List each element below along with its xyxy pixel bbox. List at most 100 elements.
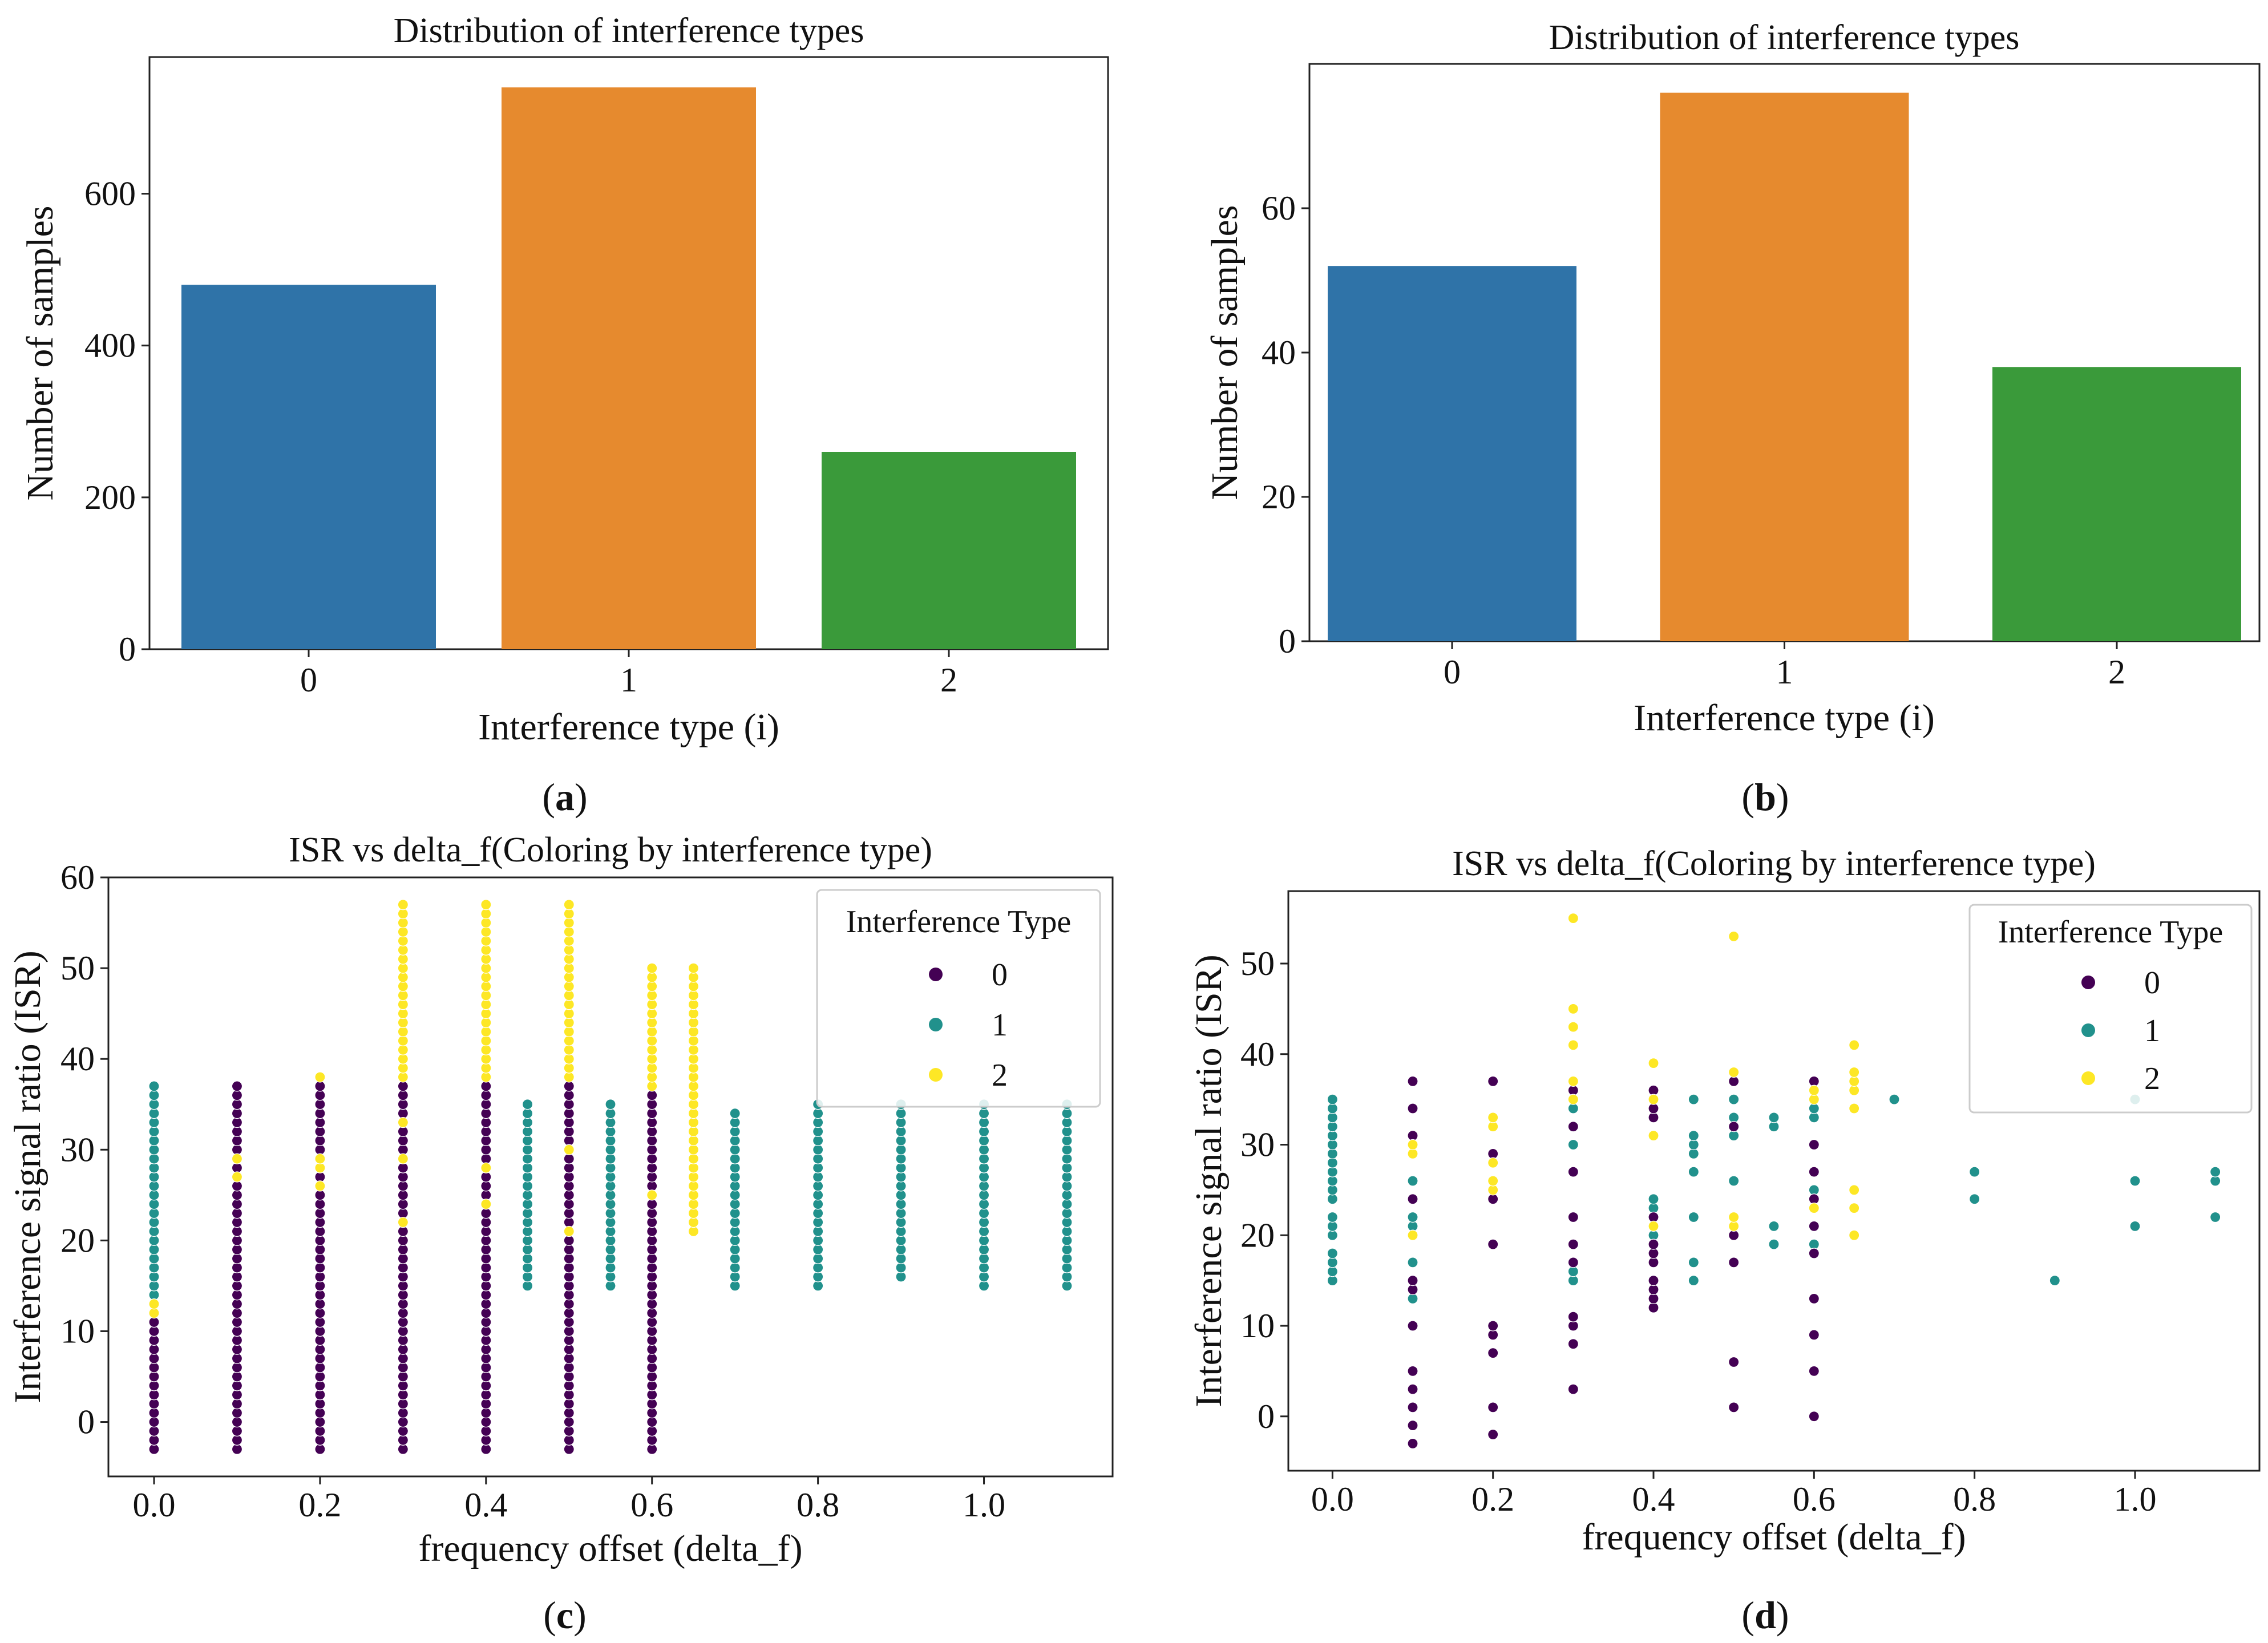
scatter-point-type-2 bbox=[1567, 913, 1579, 924]
scatter-point-type-1 bbox=[148, 1180, 160, 1192]
scatter-point-type-2 bbox=[563, 1062, 575, 1074]
scatter-point-type-0 bbox=[231, 1116, 243, 1128]
scatter-point-type-2 bbox=[397, 1116, 409, 1128]
scatter-point-type-1 bbox=[521, 1099, 533, 1110]
scatter-point-type-0 bbox=[397, 1380, 409, 1391]
scatter-point-type-1 bbox=[1061, 1108, 1073, 1119]
scatter-point-type-0 bbox=[480, 1180, 492, 1192]
y-tick-label: 400 bbox=[84, 327, 136, 365]
scatter-point-type-2 bbox=[1648, 1058, 1659, 1069]
scatter-point-type-0 bbox=[1407, 1438, 1418, 1449]
scatter-point-type-0 bbox=[563, 1235, 575, 1246]
scatter-point-type-1 bbox=[1061, 1126, 1073, 1138]
scatter-point-type-1 bbox=[605, 1153, 616, 1164]
scatter-point-type-0 bbox=[314, 1289, 326, 1301]
scatter-point-type-0 bbox=[1728, 1257, 1740, 1268]
scatter-point-type-1 bbox=[2129, 1220, 2141, 1232]
scatter-point-type-1 bbox=[148, 1262, 160, 1273]
scatter-point-type-2 bbox=[563, 990, 575, 1001]
scatter-point-type-0 bbox=[646, 1225, 658, 1237]
y-tick-label: 0 bbox=[1258, 1398, 1275, 1435]
scatter-point-type-2 bbox=[688, 1225, 700, 1237]
scatter-point-type-1 bbox=[978, 1225, 990, 1237]
scatter-point-type-2 bbox=[148, 1308, 160, 1319]
scatter-point-type-1 bbox=[605, 1180, 616, 1192]
scatter-point-type-1 bbox=[521, 1189, 533, 1201]
scatter-point-type-0 bbox=[314, 1225, 326, 1237]
scatter-point-type-0 bbox=[314, 1262, 326, 1273]
scatter-point-type-2 bbox=[688, 1026, 700, 1038]
scatter-point-type-0 bbox=[480, 1280, 492, 1292]
scatter-point-type-1 bbox=[812, 1162, 824, 1173]
scatter-point-type-0 bbox=[563, 1280, 575, 1292]
scatter-point-type-1 bbox=[148, 1244, 160, 1255]
scatter-point-type-0 bbox=[397, 1371, 409, 1382]
scatter-point-type-0 bbox=[397, 1162, 409, 1173]
scatter-point-type-1 bbox=[1688, 1275, 1699, 1286]
scatter-point-type-1 bbox=[605, 1135, 616, 1146]
scatter-point-type-0 bbox=[314, 1416, 326, 1428]
scatter-point-type-0 bbox=[314, 1208, 326, 1219]
scatter-point-type-0 bbox=[563, 1244, 575, 1255]
scatter-point-type-0 bbox=[646, 1262, 658, 1273]
scatter-point-type-2 bbox=[314, 1162, 326, 1173]
scatter-point-type-0 bbox=[397, 1262, 409, 1273]
scatter-point-type-2 bbox=[688, 1162, 700, 1173]
scatter-point-type-2 bbox=[688, 1216, 700, 1228]
scatter-point-type-0 bbox=[397, 1171, 409, 1183]
scatter-point-type-1 bbox=[895, 1199, 907, 1210]
scatter-point-type-0 bbox=[646, 1289, 658, 1301]
scatter-point-type-2 bbox=[1567, 1094, 1579, 1105]
scatter-point-type-0 bbox=[646, 1253, 658, 1264]
scatter-point-type-1 bbox=[148, 1199, 160, 1210]
scatter-point-type-1 bbox=[1648, 1193, 1659, 1205]
scatter-point-type-0 bbox=[1487, 1075, 1499, 1087]
scatter-point-type-0 bbox=[480, 1262, 492, 1273]
scatter-point-type-2 bbox=[688, 1053, 700, 1065]
scatter-point-type-0 bbox=[231, 1434, 243, 1446]
scatter-point-type-0 bbox=[1567, 1211, 1579, 1223]
scatter-point-type-0 bbox=[397, 1289, 409, 1301]
scatter-point-type-0 bbox=[480, 1208, 492, 1219]
scatter-point-type-1 bbox=[148, 1235, 160, 1246]
x-tick-label: 0 bbox=[300, 661, 317, 699]
scatter-point-type-1 bbox=[521, 1153, 533, 1164]
scatter-point-type-0 bbox=[1407, 1383, 1418, 1395]
scatter-point-type-0 bbox=[646, 1425, 658, 1437]
scatter-point-type-1 bbox=[895, 1116, 907, 1128]
scatter-point-type-1 bbox=[148, 1090, 160, 1101]
scatter-point-type-0 bbox=[480, 1135, 492, 1146]
scatter-point-type-1 bbox=[812, 1271, 824, 1282]
scatter-point-type-0 bbox=[563, 1434, 575, 1446]
scatter-point-type-1 bbox=[812, 1244, 824, 1255]
scatter-point-type-0 bbox=[1567, 1311, 1579, 1322]
panel-c-legend-label-1: 1 bbox=[992, 1007, 1008, 1043]
scatter-point-type-0 bbox=[148, 1316, 160, 1328]
scatter-point-type-0 bbox=[1407, 1103, 1418, 1114]
panel-d-y-axis-label: Interference signal ratio (ISR) bbox=[1188, 954, 1230, 1407]
scatter-point-type-1 bbox=[895, 1208, 907, 1219]
scatter-point-type-0 bbox=[314, 1407, 326, 1419]
panel-d-legend-label-2: 2 bbox=[2144, 1061, 2160, 1096]
y-tick-label: 60 bbox=[1262, 189, 1296, 227]
scatter-point-type-2 bbox=[397, 935, 409, 946]
scatter-point-type-1 bbox=[895, 1244, 907, 1255]
scatter-point-type-1 bbox=[1061, 1271, 1073, 1282]
scatter-point-type-0 bbox=[231, 1389, 243, 1401]
scatter-point-type-0 bbox=[480, 1235, 492, 1246]
scatter-point-type-2 bbox=[397, 999, 409, 1010]
scatter-point-type-1 bbox=[895, 1225, 907, 1237]
scatter-point-type-0 bbox=[314, 1362, 326, 1373]
scatter-point-type-1 bbox=[812, 1180, 824, 1192]
scatter-point-type-1 bbox=[2129, 1175, 2141, 1187]
scatter-point-type-1 bbox=[1061, 1244, 1073, 1255]
scatter-point-type-1 bbox=[605, 1244, 616, 1255]
scatter-point-type-1 bbox=[729, 1189, 741, 1201]
scatter-point-type-0 bbox=[314, 1116, 326, 1128]
scatter-point-type-0 bbox=[314, 1090, 326, 1101]
bar-1 bbox=[1660, 92, 1909, 642]
scatter-point-type-1 bbox=[729, 1162, 741, 1173]
scatter-point-type-2 bbox=[480, 1071, 492, 1083]
scatter-point-type-0 bbox=[397, 1099, 409, 1110]
